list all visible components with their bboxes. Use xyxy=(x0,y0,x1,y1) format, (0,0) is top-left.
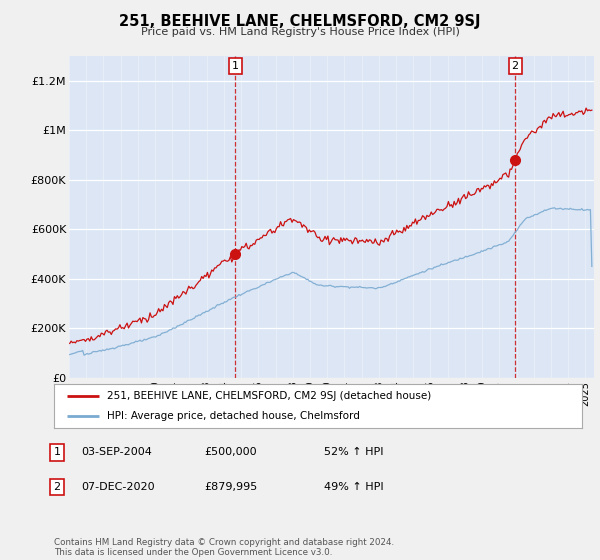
Text: Price paid vs. HM Land Registry's House Price Index (HPI): Price paid vs. HM Land Registry's House … xyxy=(140,27,460,37)
Text: 1: 1 xyxy=(232,61,239,71)
Text: 1: 1 xyxy=(53,447,61,458)
Text: £879,995: £879,995 xyxy=(204,482,257,492)
Text: 251, BEEHIVE LANE, CHELMSFORD, CM2 9SJ: 251, BEEHIVE LANE, CHELMSFORD, CM2 9SJ xyxy=(119,14,481,29)
Text: 52% ↑ HPI: 52% ↑ HPI xyxy=(324,447,383,458)
Text: 251, BEEHIVE LANE, CHELMSFORD, CM2 9SJ (detached house): 251, BEEHIVE LANE, CHELMSFORD, CM2 9SJ (… xyxy=(107,391,431,401)
Text: 2: 2 xyxy=(53,482,61,492)
Text: Contains HM Land Registry data © Crown copyright and database right 2024.
This d: Contains HM Land Registry data © Crown c… xyxy=(54,538,394,557)
Text: 49% ↑ HPI: 49% ↑ HPI xyxy=(324,482,383,492)
Text: 03-SEP-2004: 03-SEP-2004 xyxy=(81,447,152,458)
Text: HPI: Average price, detached house, Chelmsford: HPI: Average price, detached house, Chel… xyxy=(107,411,359,421)
Text: 07-DEC-2020: 07-DEC-2020 xyxy=(81,482,155,492)
Text: 2: 2 xyxy=(512,61,519,71)
Text: £500,000: £500,000 xyxy=(204,447,257,458)
